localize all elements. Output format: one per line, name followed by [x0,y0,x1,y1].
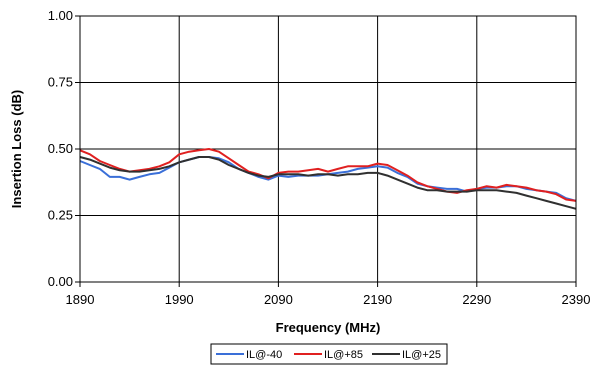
y-tick-label: 0.75 [48,75,73,90]
x-tick-label: 2190 [363,292,392,307]
series-group [79,148,577,210]
x-axis-title: Frequency (MHz) [276,320,381,335]
legend-label-2: IL@+25 [402,349,441,361]
y-tick-label: 1.00 [48,8,73,23]
y-tick-label: 0.00 [48,274,73,289]
series-line-1 [79,148,577,202]
y-tick-label: 0.50 [48,141,73,156]
plot-frame [79,15,577,283]
legend-box [210,343,448,365]
legend-label-0: IL@-40 [246,349,282,361]
y-tick-label: 0.25 [48,208,73,223]
x-tick-labels: 1890 1990 2090 2190 2290 2390 [66,292,591,307]
x-tick-label: 1990 [165,292,194,307]
legend: IL@-40 IL@+85 IL@+25 [210,343,448,365]
y-axis-title: Insertion Loss (dB) [9,90,24,208]
x-tick-label: 2090 [264,292,293,307]
y-tick-labels: 0.00 0.25 0.50 0.75 1.00 [48,8,73,289]
x-tick-label: 2290 [462,292,491,307]
legend-label-1: IL@+85 [324,349,363,361]
x-tick-label: 1890 [66,292,95,307]
series-line-2 [79,156,577,210]
x-tick-label: 2390 [562,292,591,307]
